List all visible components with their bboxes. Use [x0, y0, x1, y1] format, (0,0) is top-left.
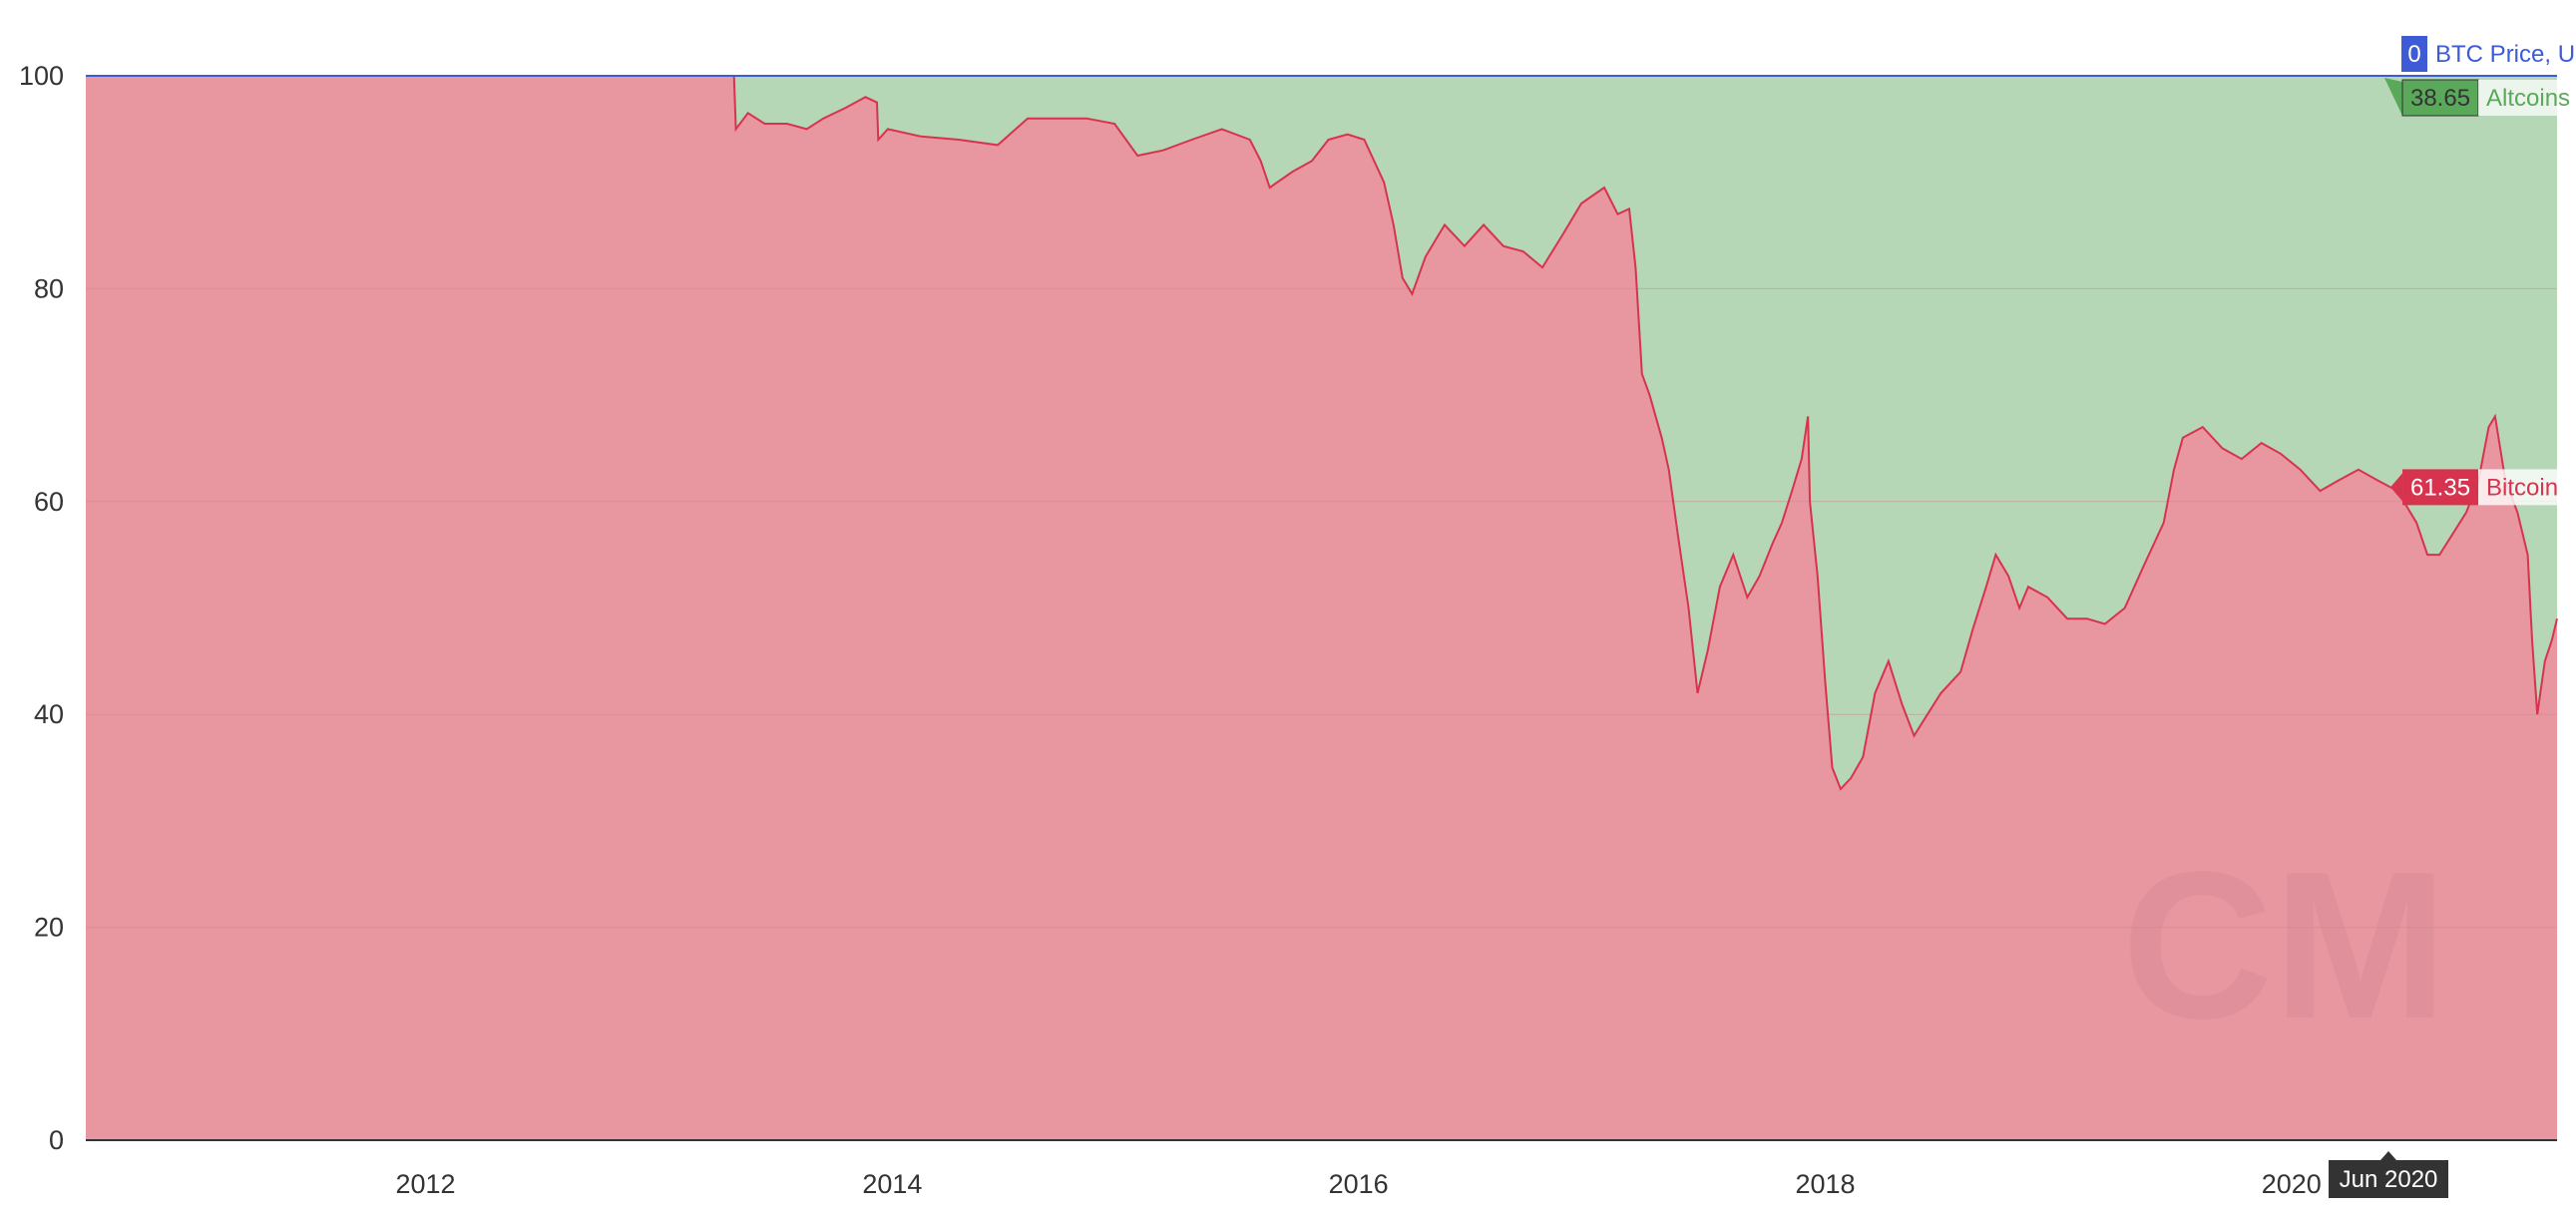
cursor-date-box [2329, 1160, 2449, 1198]
altcoins-value-box [2401, 79, 2479, 117]
bitcoin-value-box [2402, 469, 2479, 506]
y-tick-label: 100 [19, 61, 64, 91]
cursor-arrow [2380, 1151, 2397, 1160]
btc-price-value: 0 [2407, 41, 2420, 68]
axes: 0 20 40 60 80 100 2012 2014 2016 2018 2020 [19, 61, 2557, 1199]
y-tick-label: 20 [34, 913, 64, 943]
cursor-date-label: Jun 2020 [2340, 1166, 2438, 1193]
tooltip-layer: 0 BTC Price, USD 38.65 Altcoins 61.35 Bitcoin [2384, 36, 2576, 506]
altcoins-tag-pointer [2384, 78, 2403, 116]
x-tick-label: 2020 [2262, 1169, 2322, 1199]
x-tick-label: 2014 [862, 1169, 922, 1199]
x-tick-label: 2016 [1329, 1169, 1389, 1199]
altcoins-value: 38.65 [2410, 85, 2470, 112]
cursor-layer: Jun 2020 [2329, 1151, 2449, 1198]
series-lines [86, 75, 2558, 791]
watermark-logo: CM [2122, 828, 2448, 1062]
x-tick-label: 2012 [395, 1169, 455, 1199]
btc-price-series-label: BTC Price, USD [2435, 41, 2576, 68]
bitcoin-series-label: Bitcoin [2486, 474, 2558, 501]
bitcoin-value: 61.35 [2410, 474, 2470, 501]
altcoins-label-box [2478, 80, 2576, 116]
area-layer [86, 76, 2557, 1140]
bitcoin-line [86, 75, 2558, 791]
y-tick-label: 80 [34, 273, 64, 303]
bitcoin-tag-pointer [2390, 473, 2403, 502]
bitcoin-label-box [2478, 469, 2576, 506]
y-tick-label: 0 [49, 1125, 64, 1155]
bitcoin-area [86, 76, 2557, 1140]
watermark-text: CM [2122, 828, 2448, 1062]
altcoins-series-label: Altcoins [2486, 85, 2570, 112]
y-tick-label: 40 [34, 699, 64, 729]
x-tick-label: 2018 [1795, 1169, 1855, 1199]
y-tick-label: 60 [34, 487, 64, 517]
btc-price-value-box [2401, 36, 2428, 72]
